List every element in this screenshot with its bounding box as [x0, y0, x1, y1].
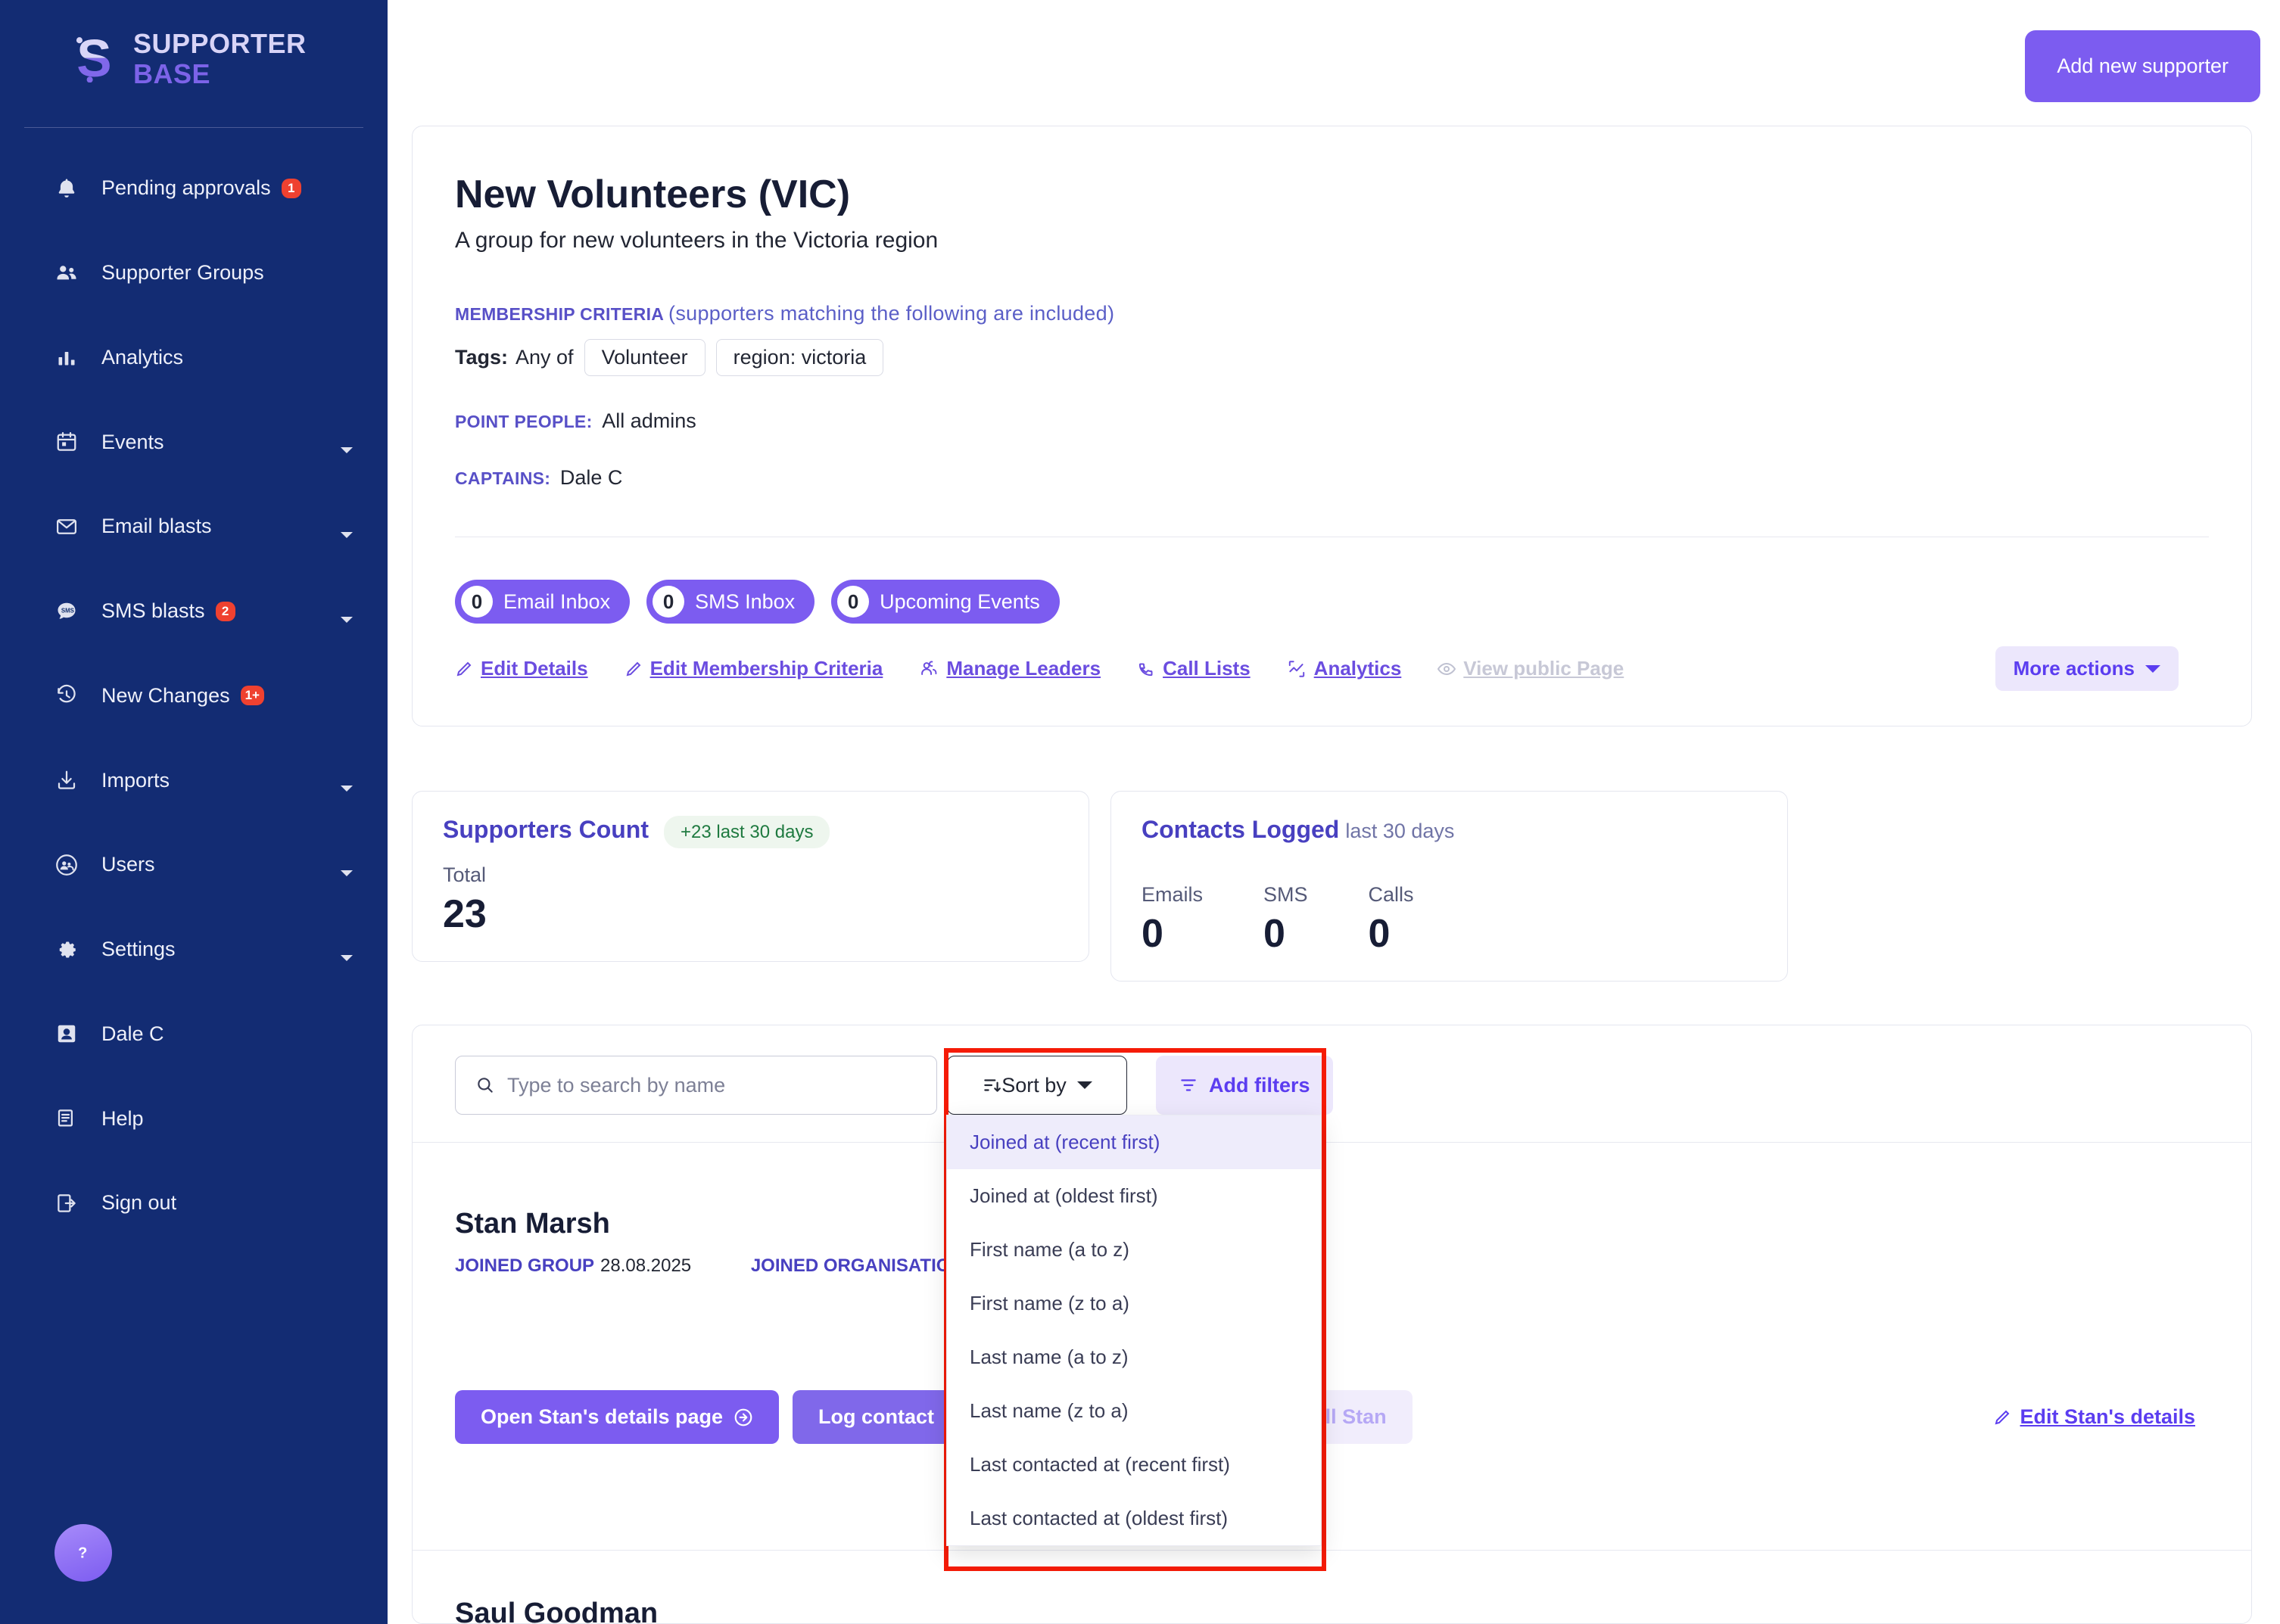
- svg-text:?: ?: [78, 1545, 87, 1561]
- svg-text:SMS: SMS: [61, 607, 74, 614]
